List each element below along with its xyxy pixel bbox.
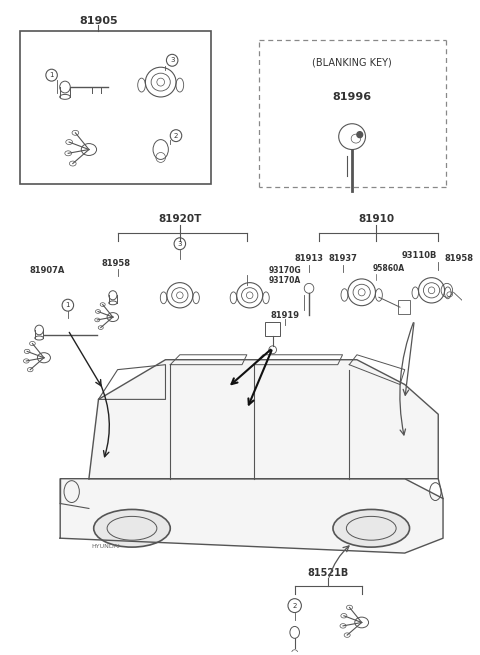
Text: 81913: 81913 bbox=[295, 254, 324, 263]
Text: 95860A: 95860A bbox=[372, 264, 405, 273]
Text: 81920T: 81920T bbox=[158, 214, 202, 224]
Ellipse shape bbox=[94, 510, 170, 547]
Text: 3: 3 bbox=[178, 241, 182, 247]
Text: HYUNDAI: HYUNDAI bbox=[92, 544, 120, 549]
Text: 2: 2 bbox=[174, 133, 178, 139]
Text: 81958: 81958 bbox=[445, 254, 474, 263]
Circle shape bbox=[357, 132, 362, 138]
Text: 81958: 81958 bbox=[101, 259, 130, 268]
Text: 1: 1 bbox=[66, 302, 70, 309]
Text: 81919: 81919 bbox=[271, 310, 300, 320]
Text: 2: 2 bbox=[292, 603, 297, 608]
Bar bbox=[20, 31, 211, 184]
Text: 81905: 81905 bbox=[79, 16, 118, 26]
Ellipse shape bbox=[333, 510, 409, 547]
Text: 93170A: 93170A bbox=[269, 276, 301, 285]
Polygon shape bbox=[60, 479, 443, 553]
Bar bbox=[265, 322, 280, 336]
Text: 81521B: 81521B bbox=[308, 568, 349, 578]
Text: 81907A: 81907A bbox=[30, 266, 65, 275]
Text: 93110B: 93110B bbox=[401, 251, 437, 260]
Text: 93170G: 93170G bbox=[269, 266, 301, 275]
Text: 81996: 81996 bbox=[333, 92, 372, 102]
Text: 81937: 81937 bbox=[328, 254, 357, 263]
Text: 81910: 81910 bbox=[358, 214, 394, 224]
Text: (BLANKING KEY): (BLANKING KEY) bbox=[312, 57, 392, 67]
Polygon shape bbox=[89, 360, 438, 479]
Bar bbox=[398, 300, 409, 314]
Bar bbox=[462, 298, 472, 306]
Text: 1: 1 bbox=[49, 72, 54, 78]
Text: 3: 3 bbox=[170, 57, 174, 64]
